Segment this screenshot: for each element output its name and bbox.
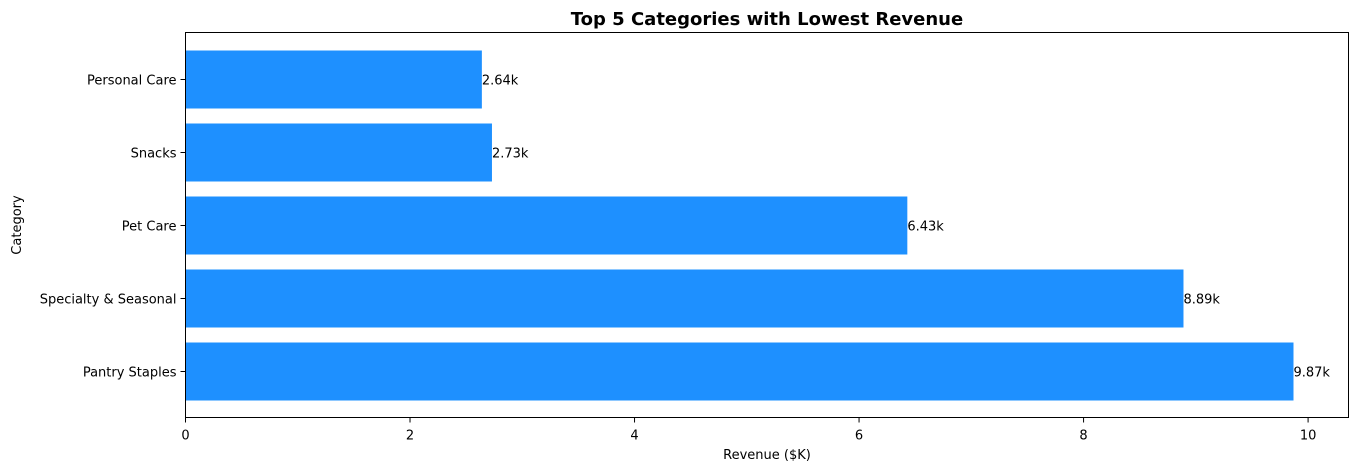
bar-personal-care [185, 50, 482, 109]
x-tick-label: 10 [1300, 429, 1317, 444]
x-tick-label: 0 [181, 429, 189, 444]
x-axis-label: Revenue ($K) [723, 448, 811, 463]
bar-specialty-seasonal [185, 269, 1184, 328]
data-label-pet-care: 6.43k [907, 220, 944, 235]
y-axis-ticks: Personal Care Snacks Pet Care Specialty & S… [40, 74, 186, 381]
bars-layer [185, 50, 1294, 401]
x-tick-label: 8 [1079, 429, 1087, 444]
y-axis-label: Category [10, 195, 25, 255]
x-tick-label: 2 [406, 429, 414, 444]
y-tick-label-pantry-staples: Pantry Staples [83, 366, 177, 381]
data-label-pantry-staples: 9.87k [1293, 366, 1330, 381]
x-tick-label: 6 [855, 429, 863, 444]
y-tick-label-snacks: Snacks [131, 147, 177, 162]
data-label-specialty-seasonal: 8.89k [1183, 293, 1220, 308]
bar-snacks [185, 123, 492, 182]
y-tick-label-pet-care: Pet Care [122, 220, 177, 235]
bar-pantry-staples [185, 342, 1294, 401]
data-label-personal-care: 2.64k [482, 74, 519, 89]
x-axis-ticks: 0 2 4 6 8 10 [181, 417, 1317, 444]
y-tick-label-specialty-seasonal: Specialty & Seasonal [40, 293, 177, 308]
data-label-snacks: 2.73k [492, 147, 529, 162]
chart-title: Top 5 Categories with Lowest Revenue [571, 9, 963, 30]
x-tick-label: 4 [630, 429, 638, 444]
bar-pet-care [185, 196, 908, 255]
y-tick-label-personal-care: Personal Care [87, 74, 177, 89]
data-labels-layer: 2.64k 2.73k 6.43k 8.89k 9.87k [482, 74, 1331, 381]
